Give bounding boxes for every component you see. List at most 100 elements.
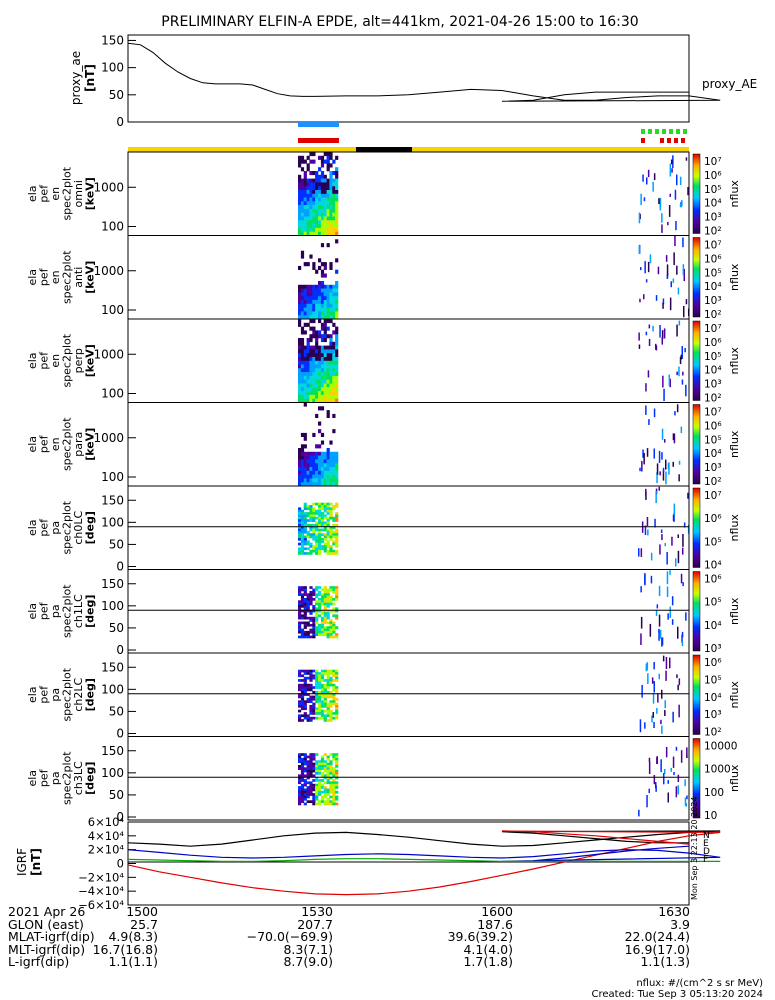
heat-cell [303,372,307,377]
heat-cell [298,716,302,720]
heat-cell [298,322,302,327]
heat-cell [303,330,307,335]
heat-cell [335,379,339,384]
heat-cell [300,669,305,673]
heat-cell [326,681,330,685]
heat-cell [320,514,325,518]
heat-cell [315,528,319,532]
heat-cell [320,598,325,601]
heat-cell [329,635,333,639]
heat-cell [320,765,325,768]
heat-cell [315,672,319,675]
heat-cell [309,182,313,187]
heat-cell [303,609,307,613]
heat-cell [309,760,313,763]
heat-cell [323,507,327,511]
heat-cell [298,516,302,520]
heat-cell [326,690,330,694]
heat-cell [309,769,313,773]
heat-streak [665,657,668,669]
heat-cell [320,334,325,339]
heat-cell [300,674,305,678]
heat-streak [659,544,661,555]
heat-cell [326,533,330,536]
heat-cell [318,521,322,525]
heat-cell [329,383,333,388]
heat-cell [315,375,319,380]
heat-streak [681,200,683,207]
heat-cell [303,535,307,539]
heat-cell [329,672,333,675]
heat-cell [300,364,305,369]
table-row: GLON (east) 25.7 207.7 187.6 3.9 [8,916,690,932]
spectrogram-panel: 1001000elapefenspec2plotpara[keV]10⁷10⁶1… [26,402,741,488]
heat-cell [300,387,305,392]
heat-cell [300,545,305,548]
heat-cell [300,793,305,796]
heat-cell [332,478,336,483]
heat-cell [303,193,307,198]
heat-streak [664,700,666,709]
heat-cell [303,311,307,316]
heat-streak [667,780,669,784]
heat-cell [323,535,327,539]
heat-cell [335,776,339,780]
heat-cell [318,155,322,160]
heat-cell [312,767,316,770]
heat-cell [323,516,327,520]
heat-cell [329,470,333,475]
ylabel-line: ela [26,770,39,787]
panel-frame [127,736,690,821]
heat-cell [335,338,339,343]
heat-cell [335,326,339,331]
heat-streak [664,769,666,774]
heat-streak [676,404,679,413]
heat-cell [300,357,305,362]
heat-cell [335,783,339,787]
heat-cell [326,635,330,639]
heat-cell [306,315,310,320]
heat-cell [320,695,325,699]
heat-cell [320,300,325,305]
heat-cell [329,467,333,472]
heat-cell [323,303,327,308]
heat-cell [315,311,319,316]
heat-cell [335,208,339,213]
heat-cell [298,602,302,606]
colorbar-label: 10⁵ [704,267,722,279]
heat-cell [329,208,333,213]
heat-cell [323,216,327,221]
heat-cell [300,455,305,460]
heat-cell [312,697,316,701]
colorbar-label: 10⁶ [704,657,722,669]
heat-cell [300,178,305,183]
heat-cell [332,375,336,380]
heat-cell [320,220,325,225]
heat-cell [326,781,330,785]
heat-streak [682,371,684,376]
heat-cell [320,714,325,718]
heat-streak [642,174,644,182]
heat-cell [335,714,339,718]
heat-cell [332,669,336,673]
heat-cell [326,319,330,324]
heat-cell [312,755,316,759]
heat-cell [309,686,313,689]
heat-streak [644,574,646,586]
heat-cell [329,549,333,553]
heat-cell [315,201,319,206]
heat-cell [309,533,313,536]
heat-cell [318,693,322,696]
heat-cell [298,372,302,377]
spectrogram-panel: 050100150elapefpaspec2plotch2LC[deg]10⁶1… [26,652,741,741]
ytick-label: 2×10⁴ [88,843,125,857]
heat-cell [312,224,316,229]
heat-cell [315,616,319,620]
heat-cell [303,432,307,437]
heat-cell [312,633,316,636]
heat-cell [300,635,305,639]
heat-cell [320,284,325,289]
heat-cell [323,545,327,548]
heat-cell [309,635,313,639]
